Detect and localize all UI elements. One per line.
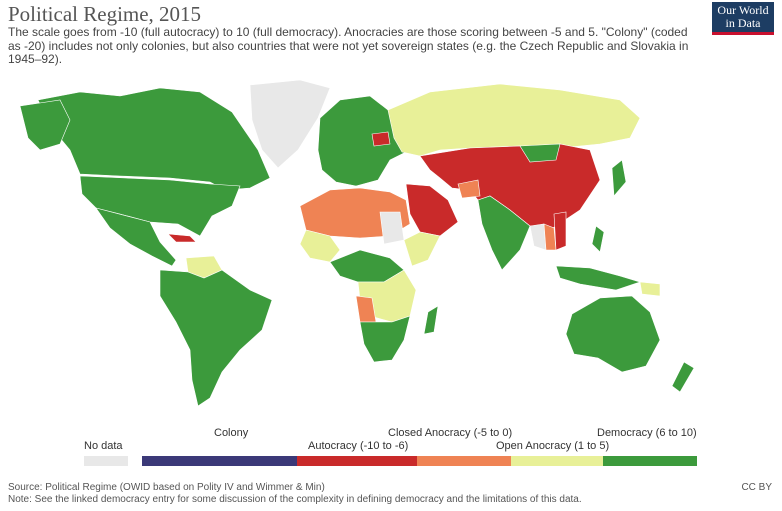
region-russia[interactable] xyxy=(387,83,641,157)
region-indonesia[interactable] xyxy=(555,265,641,291)
region-png[interactable] xyxy=(639,281,661,297)
logo-line-2: in Data xyxy=(725,16,761,30)
region-mexico[interactable] xyxy=(95,207,177,267)
footer: Source: Political Regime (OWID based on … xyxy=(8,482,582,506)
legend-swatch-closed-anocracy[interactable] xyxy=(417,456,511,466)
region-greenland[interactable] xyxy=(249,79,331,169)
region-vietnam[interactable] xyxy=(553,211,567,251)
owid-logo[interactable]: Our World in Data xyxy=(712,2,774,35)
region-japan[interactable] xyxy=(611,159,627,197)
world-map[interactable] xyxy=(0,70,782,420)
region-thailand[interactable] xyxy=(543,223,557,251)
legend-label-colony: Colony xyxy=(214,427,249,439)
region-southern-africa[interactable] xyxy=(359,315,411,363)
source-text[interactable]: Source: Political Regime (OWID based on … xyxy=(8,482,325,493)
region-australia[interactable] xyxy=(565,295,661,373)
region-madagascar[interactable] xyxy=(423,305,439,335)
region-arabia[interactable] xyxy=(405,183,459,237)
logo-line-1: Our World xyxy=(717,3,769,17)
legend-swatch-open-anocracy[interactable] xyxy=(511,456,603,466)
legend-swatch-colony[interactable] xyxy=(142,456,297,466)
legend-label-closed-anocracy: Closed Anocracy (-5 to 0) xyxy=(388,427,513,439)
region-usa[interactable] xyxy=(79,175,241,237)
region-cuba[interactable] xyxy=(167,233,197,243)
region-canada[interactable] xyxy=(37,87,271,191)
region-libya[interactable] xyxy=(379,211,405,245)
legend: No data Colony Autocracy (-10 to -6) Clo… xyxy=(0,420,782,470)
legend-label-no-data: No data xyxy=(84,440,123,452)
region-new-zealand[interactable] xyxy=(671,361,695,393)
legend-swatch-autocracy[interactable] xyxy=(297,456,417,466)
legend-swatch-no-data[interactable] xyxy=(84,456,128,466)
region-europe[interactable] xyxy=(317,95,411,187)
note-text: Note: See the linked democracy entry for… xyxy=(8,494,582,505)
region-alaska[interactable] xyxy=(19,99,71,151)
legend-label-democracy: Democracy (6 to 10) xyxy=(597,427,697,439)
region-india[interactable] xyxy=(477,195,531,271)
region-afghanistan[interactable] xyxy=(457,179,481,199)
region-philippines[interactable] xyxy=(591,225,605,253)
region-mongolia[interactable] xyxy=(519,143,561,163)
chart-subtitle: The scale goes from -10 (full autocracy)… xyxy=(8,25,689,66)
region-horn-of-africa[interactable] xyxy=(403,231,441,267)
region-south-america[interactable] xyxy=(159,269,273,407)
legend-swatch-democracy[interactable] xyxy=(603,456,697,466)
region-myanmar[interactable] xyxy=(529,223,547,251)
chart-title: Political Regime, 2015 xyxy=(8,2,202,26)
legend-label-autocracy: Autocracy (-10 to -6) xyxy=(308,440,409,452)
legend-label-open-anocracy: Open Anocracy (1 to 5) xyxy=(496,440,610,452)
logo-accent-bar xyxy=(712,32,774,35)
region-belarus[interactable] xyxy=(371,131,391,147)
license-link[interactable]: CC BY xyxy=(741,482,772,493)
